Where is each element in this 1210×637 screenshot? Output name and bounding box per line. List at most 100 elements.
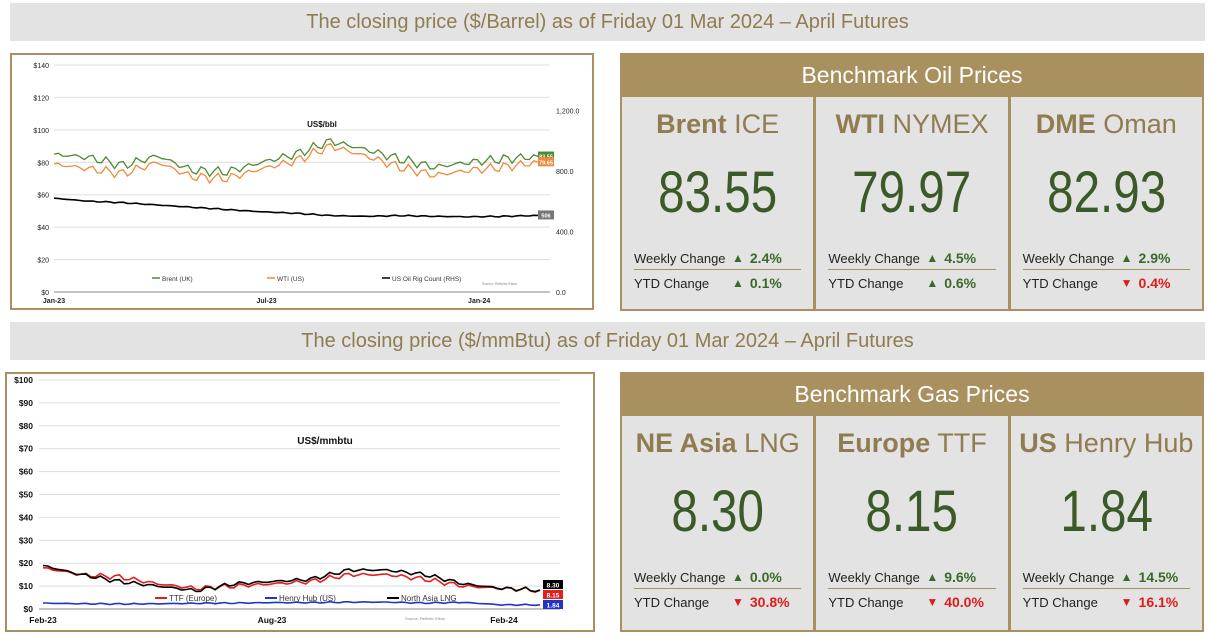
y-tick-label: $50 xyxy=(19,490,33,500)
ytd-change-row: YTD Change ▼ 16.1% xyxy=(1023,591,1190,613)
gas-banner: The closing price ($/mmBtu) as of Friday… xyxy=(10,322,1205,360)
series-line-0 xyxy=(53,138,539,178)
benchmark-name: DME Oman xyxy=(1011,109,1202,140)
source-note: Source: Refinitiv Eikon xyxy=(405,616,445,621)
y2-tick-label: 0.0 xyxy=(556,290,566,297)
end-label-box xyxy=(543,580,563,589)
triangle-down-icon: ▼ xyxy=(732,595,744,609)
gas-chart-svg: $0 $10 $20 $30 $40 $50 $60 $70 $80 $90 $100 Feb-23 A… xyxy=(14,375,563,625)
weekly-change-row: Weekly Change ▲ 2.9% xyxy=(1022,247,1190,270)
x-tick-label: Feb-24 xyxy=(490,615,518,625)
gas-price-panel: Benchmark Gas Prices NE Asia LNG 8.30 Week… xyxy=(620,372,1204,632)
weekly-change-label: Weekly Change xyxy=(1022,250,1115,266)
oil-price-panel: Benchmark Oil Prices Brent ICE 83.55 Weekl… xyxy=(620,53,1204,311)
price-cell: Brent ICE 83.55 Weekly Change ▲ 2.4% YTD Chan… xyxy=(622,97,814,309)
ytd-change-value: 16.1% xyxy=(1138,594,1179,610)
ytd-change-row: YTD Change ▼ 0.4% xyxy=(1023,272,1190,294)
ytd-change-label: YTD Change xyxy=(634,275,710,291)
weekly-change-label: Weekly Change xyxy=(828,250,920,266)
legend-label: North Asia LNG xyxy=(401,594,457,603)
y-tick-label: $60 xyxy=(37,193,49,200)
weekly-change-value: 2.9% xyxy=(1138,250,1171,266)
ytd-change-value: 40.0% xyxy=(944,594,984,610)
y-tick-label: $80 xyxy=(19,421,33,431)
benchmark-name: NE Asia LNG xyxy=(622,428,813,459)
source-note: Source: Refinitiv Eikon xyxy=(482,282,517,286)
triangle-down-icon: ▼ xyxy=(926,595,939,609)
benchmark-name-rest: Oman xyxy=(1095,109,1177,139)
legend-label: TTF (Europe) xyxy=(169,594,217,603)
weekly-change-label: Weekly Change xyxy=(634,250,726,266)
price-cell: DME Oman 82.93 Weekly Change ▲ 2.9% YTD Chang… xyxy=(1010,97,1202,309)
benchmark-price: 8.15 xyxy=(865,479,959,544)
end-label: 8.30 xyxy=(547,583,560,590)
oil-chart: $0 $20 $40 $60 $80 $100 $120 $140 0.0 400.0 800.0 1… xyxy=(10,53,594,310)
end-label-box xyxy=(543,600,563,609)
y-tick-label: $40 xyxy=(37,225,49,232)
benchmark-name-rest: ICE xyxy=(726,109,780,139)
legend-label: Brent (UK) xyxy=(162,276,193,283)
triangle-up-icon: ▲ xyxy=(1120,570,1133,584)
weekly-change-row: Weekly Change ▲ 14.5% xyxy=(1022,566,1190,589)
ytd-change-value: 0.6% xyxy=(944,275,977,291)
end-label-box xyxy=(538,210,554,220)
legend-label: WTI (US) xyxy=(277,276,304,283)
benchmark-name: US Henry Hub xyxy=(1011,428,1202,459)
ytd-change-row: YTD Change ▲ 0.6% xyxy=(828,272,995,294)
weekly-change-label: Weekly Change xyxy=(1022,569,1115,585)
triangle-up-icon: ▲ xyxy=(926,276,939,290)
weekly-change-value: 14.5% xyxy=(1138,569,1179,585)
price-cell: NE Asia LNG 8.30 Weekly Change ▲ 0.0% YTD Cha… xyxy=(622,416,814,630)
ytd-change-label: YTD Change xyxy=(1022,275,1098,291)
benchmark-price: 82.93 xyxy=(1046,160,1166,225)
benchmark-price: 79.97 xyxy=(852,160,972,225)
benchmark-name-bold: DME xyxy=(1035,109,1096,139)
series-line-2 xyxy=(42,564,541,593)
y-tick-label: $140 xyxy=(33,63,49,70)
benchmark-name-rest: TTF xyxy=(930,428,987,458)
y-tick-label: $100 xyxy=(14,375,33,385)
y-tick-label: $0 xyxy=(24,604,34,614)
legend-label: US Oil Rig Count (RHS) xyxy=(392,276,461,283)
end-label: 1.84 xyxy=(547,603,560,610)
weekly-change-value: 9.6% xyxy=(944,569,977,585)
ytd-change-value: 30.8% xyxy=(749,594,790,610)
benchmark-price: 1.84 xyxy=(1060,479,1153,544)
y-tick-label: $70 xyxy=(19,444,33,454)
benchmark-name: Brent ICE xyxy=(622,109,813,140)
chart-title: US$/bbl xyxy=(307,120,337,129)
end-label: 8.15 xyxy=(547,593,560,600)
legend-label: Henry Hub (US) xyxy=(279,594,336,603)
x-tick-label: Jan-23 xyxy=(43,298,65,305)
ytd-change-value: 0.4% xyxy=(1138,275,1171,291)
series-line-1 xyxy=(43,600,541,607)
weekly-change-row: Weekly Change ▲ 4.5% xyxy=(828,247,996,270)
triangle-up-icon: ▲ xyxy=(732,276,744,290)
y2-tick-label: 1,200.0 xyxy=(556,108,579,115)
end-label-box xyxy=(538,151,554,161)
weekly-change-value: 0.0% xyxy=(749,569,782,585)
benchmark-name-bold: US xyxy=(1019,428,1057,458)
benchmark-name-rest: NYMEX xyxy=(884,109,989,139)
y-tick-label: $20 xyxy=(19,558,33,568)
benchmark-name-rest: Henry Hub xyxy=(1056,428,1194,458)
series-line-2 xyxy=(53,197,539,218)
weekly-change-label: Weekly Change xyxy=(634,569,726,585)
y-tick-label: $100 xyxy=(33,128,49,135)
y-tick-label: $40 xyxy=(19,512,33,522)
oil-price-cells: Brent ICE 83.55 Weekly Change ▲ 2.4% YTD Chan… xyxy=(622,97,1202,309)
y-tick-label: $60 xyxy=(19,467,33,477)
triangle-up-icon: ▲ xyxy=(732,570,744,584)
y-tick-label: $120 xyxy=(33,95,49,102)
triangle-down-icon: ▼ xyxy=(1120,276,1133,290)
benchmark-name-bold: Europe xyxy=(837,428,931,458)
price-cell: Europe TTF 8.15 Weekly Change ▲ 9.6% YTD Chan… xyxy=(816,416,1008,630)
y2-tick-label: 800.0 xyxy=(556,169,574,176)
oil-chart-svg: $0 $20 $40 $60 $80 $100 $120 $140 0.0 400.0 800.0 1… xyxy=(33,63,579,305)
weekly-change-value: 4.5% xyxy=(944,250,977,266)
ytd-change-label: YTD Change xyxy=(1022,594,1098,610)
weekly-change-row: Weekly Change ▲ 9.6% xyxy=(828,566,996,589)
benchmark-name-bold: WTI xyxy=(835,109,885,139)
weekly-change-row: Weekly Change ▲ 0.0% xyxy=(634,566,802,589)
weekly-change-label: Weekly Change xyxy=(828,569,920,585)
